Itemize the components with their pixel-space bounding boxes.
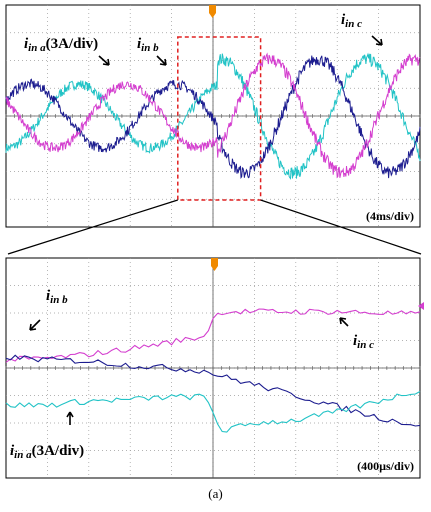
top-trace-phase-c (5, 52, 421, 179)
bottom-timescale: (400µs/div) (357, 459, 414, 473)
bottom-trigger-marker (211, 258, 218, 271)
bottom-label-ic: iin c (353, 333, 374, 351)
bottom-panel: iin b iin c iin a(3A/div) (400µs/div) (5, 257, 424, 479)
bottom-trace-phase-c (5, 308, 421, 363)
top-arrows (98, 35, 383, 66)
top-trace-phase-b (5, 55, 421, 179)
bottom-trace-phase-a (5, 391, 421, 433)
zoom-connectors (7, 199, 422, 255)
bottom-arrows (29, 317, 349, 425)
top-label-ic: iin c (341, 12, 362, 30)
top-timescale: (4ms/div) (366, 209, 414, 223)
top-traces (5, 52, 421, 180)
bottom-label-ib: iin b (46, 288, 68, 306)
bottom-traces (5, 308, 421, 433)
bottom-ref-marker (418, 302, 424, 310)
top-grid (5, 5, 421, 227)
bottom-trace-phase-b (5, 354, 421, 427)
bottom-label-ia: iin a(3A/div) (10, 443, 84, 461)
top-trace-phase-a (5, 52, 421, 180)
bottom-grid (5, 258, 421, 478)
top-label-ib: iin b (137, 36, 159, 54)
top-panel: iin a(3A/div) iin b iin c (4ms/div) (5, 4, 421, 228)
top-label-ia: iin a(3A/div) (24, 36, 98, 54)
zoom-box (177, 36, 262, 201)
figure-caption: (a) (208, 486, 223, 501)
top-trigger-marker (209, 5, 216, 18)
